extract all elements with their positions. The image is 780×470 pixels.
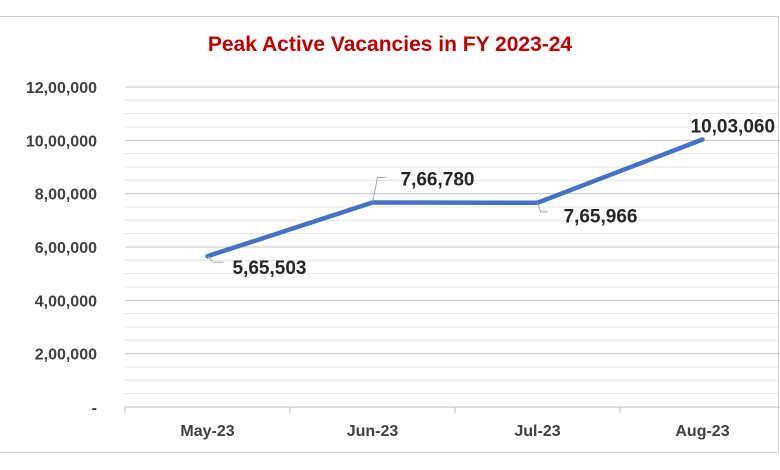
data-label: 7,65,966 xyxy=(564,207,638,228)
data-label-leader xyxy=(372,177,386,203)
y-axis-ticks: - 2,00,000 4,00,000 6,00,000 8,00,000 10,00,0… xyxy=(26,80,97,417)
series-line xyxy=(205,137,705,259)
data-labels: 5,65,503 7,66,780 7,65,966 10,03,060 xyxy=(207,117,776,279)
data-label: 7,66,780 xyxy=(401,170,475,191)
x-tick-label: Jun-23 xyxy=(347,423,399,440)
data-label-leader xyxy=(207,255,224,263)
chart-title: Peak Active Vacancies in FY 2023-24 xyxy=(207,33,573,56)
series-line-path xyxy=(205,137,705,259)
y-tick-label: 10,00,000 xyxy=(26,133,97,150)
chart-frame xyxy=(0,16,779,453)
y-tick-label: 8,00,000 xyxy=(35,187,97,204)
x-tick-label: Aug-23 xyxy=(675,423,729,440)
y-tick-label: 2,00,000 xyxy=(35,347,97,364)
y-tick-label: 12,00,000 xyxy=(26,80,97,97)
x-tick-label: May-23 xyxy=(180,423,234,440)
gridlines xyxy=(125,86,780,395)
y-tick-label: 4,00,000 xyxy=(35,293,97,310)
y-tick-label: - xyxy=(92,400,97,417)
y-tick-label: 6,00,000 xyxy=(35,240,97,257)
data-label-leader xyxy=(537,202,548,213)
data-label: 10,03,060 xyxy=(691,117,776,138)
x-tick-label: Jul-23 xyxy=(514,423,560,440)
data-label: 5,65,503 xyxy=(233,258,307,279)
x-axis: May-23 Jun-23 Jul-23 Aug-23 xyxy=(124,406,780,440)
